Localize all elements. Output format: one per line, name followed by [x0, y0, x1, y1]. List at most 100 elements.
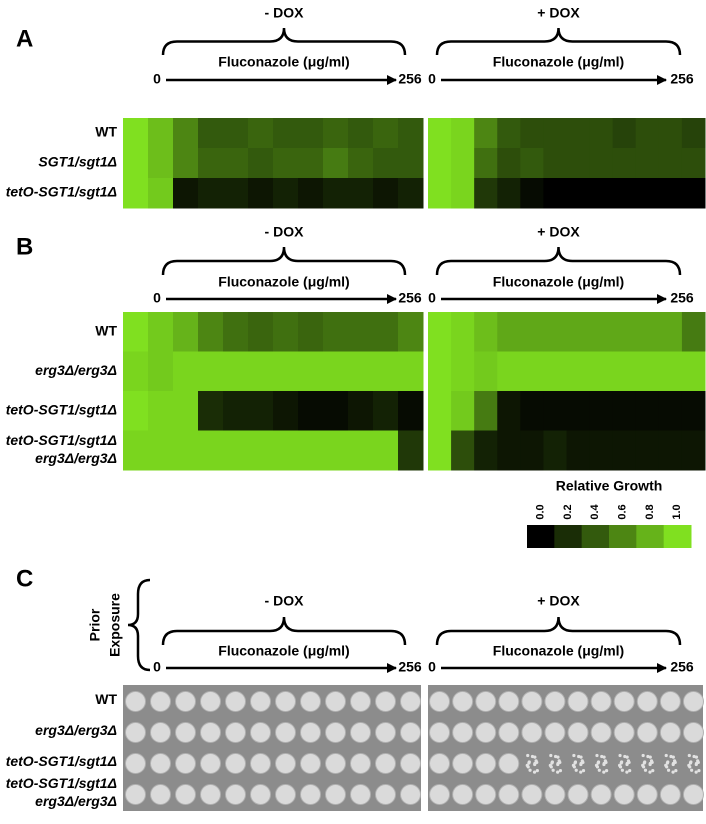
heatmap-cell [543, 430, 567, 471]
spot [544, 691, 566, 712]
axis-start: 0 [153, 71, 161, 87]
colony [671, 770, 675, 774]
heatmap-cell [543, 178, 567, 209]
heatmap-cell [223, 118, 249, 149]
heatmap-cell [497, 118, 521, 149]
colony [648, 755, 652, 759]
side-brace [127, 578, 151, 672]
spot [225, 784, 246, 805]
spot [498, 753, 520, 774]
colony [579, 762, 583, 767]
axis-title: Fluconazole (μg/ml) [218, 54, 349, 70]
heatmap-cell [474, 118, 498, 149]
axis-end: 256 [670, 71, 694, 87]
spot [150, 691, 171, 712]
spot [613, 784, 635, 805]
heatmap-cell [348, 118, 374, 149]
heatmap-cell [373, 430, 399, 471]
spot [250, 784, 271, 805]
legend-swatch [554, 525, 583, 548]
heatmap-cell [348, 351, 374, 392]
heatmap-cell [497, 312, 521, 352]
row-label: WT [95, 691, 117, 707]
colony [694, 755, 699, 759]
colony [558, 760, 562, 765]
heatmap-cell [123, 178, 149, 209]
spot [175, 691, 196, 712]
heatmap-cell [373, 312, 399, 352]
colony [664, 753, 668, 758]
heatmap-cell [373, 148, 399, 179]
heatmap-cell [612, 148, 637, 179]
axis-title: Fluconazole (μg/ml) [218, 643, 349, 659]
heatmap-cell [681, 178, 706, 209]
condition-label: - DOX [265, 224, 305, 240]
spot [200, 784, 221, 805]
heatmap-cell [589, 148, 614, 179]
row-label: erg3Δ/erg3Δ [35, 722, 117, 738]
heatmap-cell [273, 430, 299, 471]
colony [694, 762, 698, 767]
spot [200, 722, 221, 743]
spot [475, 753, 497, 774]
colony [532, 770, 537, 774]
heatmap-cell [398, 178, 424, 209]
colony [648, 770, 652, 774]
heatmap-cell [451, 118, 475, 149]
heatmap-cell [543, 312, 567, 352]
spot [275, 691, 296, 712]
spot [544, 784, 566, 805]
spot [325, 784, 346, 805]
colony [551, 768, 555, 772]
spot [175, 722, 196, 743]
heatmap-cell [428, 148, 452, 179]
spot [375, 691, 396, 712]
heatmap-cell [451, 430, 475, 471]
heatmap-cell [497, 148, 521, 179]
heatmap-cell [658, 391, 683, 431]
colony [671, 755, 675, 759]
spot [521, 784, 543, 805]
colony [595, 753, 599, 758]
condition-label: + DOX [537, 593, 580, 609]
spot [613, 722, 635, 743]
colony [689, 760, 693, 764]
spot [400, 722, 421, 743]
colony [525, 763, 529, 768]
spot [300, 784, 321, 805]
brace [435, 27, 682, 56]
heatmap-cell [543, 118, 567, 149]
heatmap-cell [148, 391, 174, 431]
spot [350, 784, 371, 805]
heatmap-cell [273, 391, 299, 431]
axis-title: Fluconazole (μg/ml) [218, 274, 349, 290]
row-label: tetO-SGT1/sgt1Δ [6, 432, 117, 448]
legend-tick-label: 0.0 [535, 504, 547, 519]
heatmap-cell [348, 178, 374, 209]
colony [558, 769, 563, 773]
spot [636, 784, 658, 805]
colony [602, 762, 606, 767]
spot [682, 784, 704, 805]
heatmap-cell [173, 351, 199, 392]
spot [429, 691, 451, 712]
colony [666, 760, 670, 764]
spot [350, 691, 371, 712]
heatmap-cell [589, 178, 614, 209]
heatmap-cell [323, 148, 349, 179]
heatmap-cell [173, 391, 199, 431]
colony [596, 760, 601, 764]
spot [250, 753, 271, 774]
colony [620, 768, 624, 772]
heatmap-cell [543, 391, 567, 431]
heatmap-cell [298, 351, 324, 392]
legend-tick-label: 0.8 [644, 504, 656, 519]
heatmap-cell [635, 430, 660, 471]
spot [475, 784, 497, 805]
panel-letter: C [16, 565, 33, 592]
colony [687, 753, 691, 758]
spot [350, 722, 371, 743]
heatmap-cell [520, 118, 544, 149]
heatmap-cell [612, 351, 637, 392]
spot [567, 691, 589, 712]
